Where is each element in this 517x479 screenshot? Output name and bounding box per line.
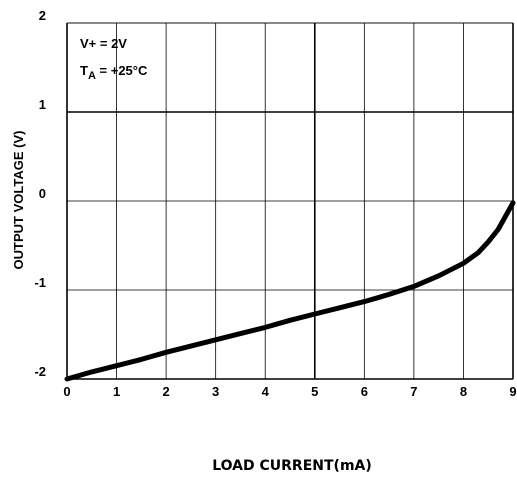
x-tick-label-0: 0 [63, 384, 70, 399]
annotation-temperature: TA = +25°C [80, 63, 148, 82]
x-tick-label-2: 2 [162, 384, 169, 399]
x-tick-label-3: 3 [212, 384, 219, 399]
x-tick-label-1: 1 [113, 384, 120, 399]
x-tick-label-5: 5 [311, 384, 318, 399]
y-tick-label-4: 2 [39, 8, 46, 23]
x-tick-label-8: 8 [460, 384, 467, 399]
annotation-temp-sub: A [88, 70, 96, 82]
y-tick-label-0: -2 [34, 364, 46, 379]
series-layer [64, 200, 516, 382]
grid [66, 22, 514, 380]
y-axis-title: OUTPUT VOLTAGE (V) [11, 131, 26, 270]
tick-labels: 0 1 2 3 4 5 6 7 8 9 -2 -1 0 1 2 [34, 8, 516, 399]
x-tick-label-7: 7 [410, 384, 417, 399]
y-tick-label-1: -1 [34, 275, 46, 290]
x-axis-title: LOAD CURRENT(mA) [212, 458, 372, 474]
y-tick-label-3: 1 [39, 97, 46, 112]
x-tick-label-6: 6 [361, 384, 368, 399]
x-tick-label-9: 9 [509, 384, 516, 399]
annotation-supply: V+ = 2V [80, 36, 127, 51]
annotation-temp-main: T [80, 63, 88, 78]
annotation-temp-rest: = +25°C [96, 63, 148, 78]
series-line-0 [64, 200, 516, 382]
x-tick-label-4: 4 [262, 384, 270, 399]
y-tick-label-2: 0 [39, 186, 46, 201]
